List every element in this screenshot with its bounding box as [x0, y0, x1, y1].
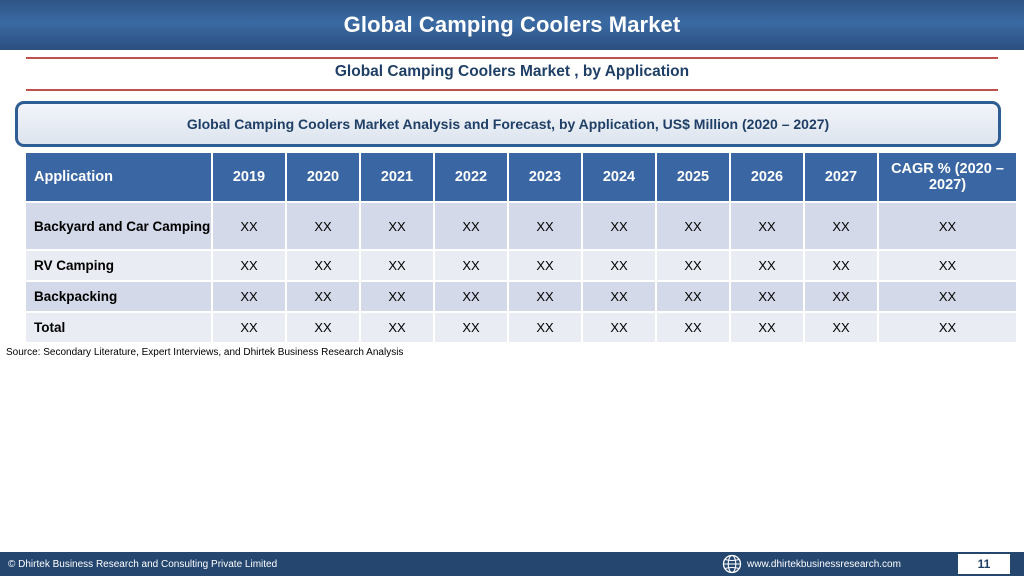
table-cell: XX: [213, 251, 285, 280]
table-cell: XX: [583, 203, 655, 249]
table-cell: XX: [213, 203, 285, 249]
table-cell: XX: [509, 282, 581, 311]
table-cell: XX: [731, 251, 803, 280]
table-cell: XX: [287, 203, 359, 249]
table-cell: XX: [361, 282, 433, 311]
header-cell-2024: 2024: [583, 153, 655, 201]
globe-icon: [722, 554, 742, 574]
table-cell: XX: [435, 313, 507, 342]
page-number: 11: [958, 554, 1010, 574]
table-cell: XX: [805, 203, 877, 249]
header-cell-2022: 2022: [435, 153, 507, 201]
header-cell-2021: 2021: [361, 153, 433, 201]
table-cell: XX: [879, 282, 1016, 311]
table-cell: XX: [287, 282, 359, 311]
table-title: Global Camping Coolers Market Analysis a…: [186, 116, 830, 132]
page-title: Global Camping Coolers Market: [343, 12, 681, 37]
row-label: RV Camping: [26, 251, 211, 280]
table-cell: XX: [879, 251, 1016, 280]
row-label: Backpacking: [26, 282, 211, 311]
table-cell: XX: [583, 313, 655, 342]
website-link[interactable]: www.dhirtekbusinessresearch.com: [747, 559, 901, 570]
divider-top: [26, 57, 998, 59]
table-row: RV Camping XX XX XX XX XX XX XX XX XX XX: [26, 251, 1016, 280]
section-subtitle-block: Global Camping Coolers Market , by Appli…: [26, 56, 998, 92]
table-cell: XX: [657, 313, 729, 342]
header-cell-2019: 2019: [213, 153, 285, 201]
divider-bottom: [26, 89, 998, 91]
table-cell: XX: [213, 313, 285, 342]
table-cell: XX: [805, 313, 877, 342]
table-cell: XX: [361, 203, 433, 249]
table-cell: XX: [879, 313, 1016, 342]
table-cell: XX: [583, 251, 655, 280]
header-cell-2020: 2020: [287, 153, 359, 201]
table-cell: XX: [509, 203, 581, 249]
table-cell: XX: [361, 251, 433, 280]
table-cell: XX: [435, 203, 507, 249]
table-row: Backpacking XX XX XX XX XX XX XX XX XX X…: [26, 282, 1016, 311]
table-title-box: Global Camping Coolers Market Analysis a…: [15, 101, 1001, 147]
table-cell: XX: [583, 282, 655, 311]
table-cell: XX: [657, 251, 729, 280]
section-subtitle: Global Camping Coolers Market , by Appli…: [334, 63, 690, 80]
source-note: Source: Secondary Literature, Expert Int…: [6, 347, 404, 358]
table-cell: XX: [287, 251, 359, 280]
row-label: Total: [26, 313, 211, 342]
table-header-row: Application 2019 2020 2021 2022 2023 202…: [26, 153, 1016, 201]
table-cell: XX: [731, 203, 803, 249]
footer-bar: © Dhirtek Business Research and Consulti…: [0, 552, 1024, 576]
table-cell: XX: [657, 203, 729, 249]
table-cell: XX: [805, 282, 877, 311]
header-cell-2023: 2023: [509, 153, 581, 201]
table-cell: XX: [435, 282, 507, 311]
table-cell: XX: [361, 313, 433, 342]
header-cell-2027: 2027: [805, 153, 877, 201]
header-cell-application: Application: [26, 153, 211, 201]
copyright-text: © Dhirtek Business Research and Consulti…: [8, 559, 278, 570]
table-cell: XX: [731, 282, 803, 311]
table-row: Total XX XX XX XX XX XX XX XX XX XX: [26, 313, 1016, 342]
table-cell: XX: [731, 313, 803, 342]
title-bar: Global Camping Coolers Market: [0, 0, 1024, 50]
table-cell: XX: [287, 313, 359, 342]
table-cell: XX: [657, 282, 729, 311]
table-cell: XX: [805, 251, 877, 280]
market-table: Application 2019 2020 2021 2022 2023 202…: [24, 151, 1018, 344]
table-cell: XX: [435, 251, 507, 280]
header-cell-2025: 2025: [657, 153, 729, 201]
header-cell-cagr: CAGR % (2020 – 2027): [879, 153, 1016, 201]
table-cell: XX: [509, 313, 581, 342]
row-label: Backyard and Car Camping: [26, 203, 211, 249]
header-cell-2026: 2026: [731, 153, 803, 201]
table-cell: XX: [879, 203, 1016, 249]
table-row: Backyard and Car Camping XX XX XX XX XX …: [26, 203, 1016, 249]
table-cell: XX: [509, 251, 581, 280]
table-cell: XX: [213, 282, 285, 311]
